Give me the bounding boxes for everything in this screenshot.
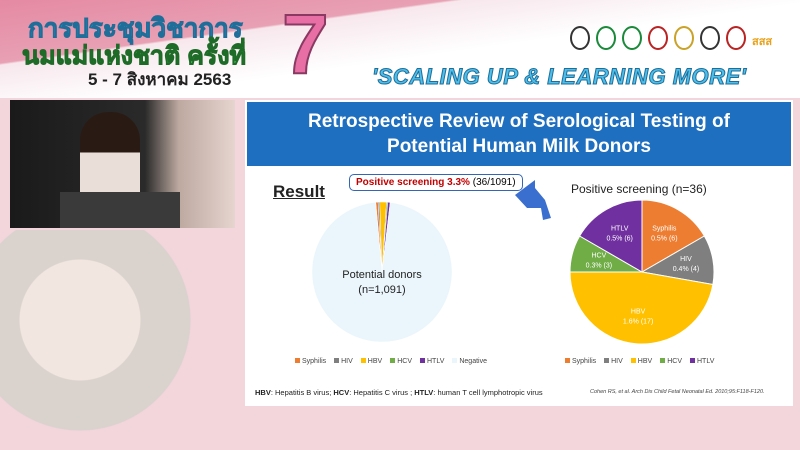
right-pie-title: Positive screening (n=36) — [571, 182, 707, 196]
abbr-def: : human T cell lymphotropic virus — [433, 388, 543, 397]
background-child-photo — [0, 230, 240, 450]
data-label: 0.5% (6) — [651, 235, 677, 242]
data-label: 1.6% (17) — [623, 318, 653, 325]
legend-item: Syphilis — [565, 358, 596, 365]
sponsor-logos: สสส — [570, 26, 772, 50]
pie-slice-negative — [311, 202, 453, 343]
slide-title: Retrospective Review of Serological Test… — [247, 102, 791, 166]
banner-dates: 5 - 7 สิงหาคม 2563 — [88, 70, 232, 89]
right-pie-legend: Syphilis HIV HBV HCV HTLV — [565, 358, 714, 365]
abbr-def: : Hepatitis B virus; — [270, 388, 334, 397]
legend-item: HBV — [360, 358, 382, 365]
data-label: HIV — [680, 256, 692, 263]
data-label: 0.4% (4) — [673, 266, 699, 273]
callout-bold: Positive screening 3.3% — [356, 177, 470, 188]
banner-edition-number: 7 — [281, 0, 330, 91]
callout-count: (36/1091) — [472, 177, 516, 188]
pie-charts: Syphilis 0.5% (6) HIV 0.4% (4) HBV 1.6% (17) H… — [311, 180, 715, 345]
data-label: 0.5% (6) — [606, 235, 632, 242]
presentation-slide: Retrospective Review of Serological Test… — [245, 100, 793, 406]
pie-slice-syphilis — [641, 199, 706, 273]
abbr-def: : Hepatitis C virus ; — [349, 388, 415, 397]
sponsor-logo — [700, 26, 720, 50]
sponsor-logo — [648, 26, 668, 50]
abbreviation-footnote: HBV: Hepatitis B virus; HCV: Hepatitis C… — [255, 388, 543, 397]
sponsor-logo — [674, 26, 694, 50]
legend-item: HCV — [390, 358, 412, 365]
banner-slogan: 'SCALING UP & LEARNING MORE' — [371, 64, 747, 90]
abbr: HTLV — [414, 388, 434, 397]
slide-title-line-1: Retrospective Review of Serological Test… — [308, 111, 730, 132]
sponsor-logo — [596, 26, 616, 50]
left-pie-legend: Syphilis HIV HBV HCV HTLV Negative — [295, 358, 487, 365]
citation: Cohen RS, et al. Arch Dis Child Fetal Ne… — [590, 389, 765, 395]
data-label: Syphilis — [652, 225, 677, 232]
abbr: HBV — [255, 388, 271, 397]
result-heading: Result — [273, 182, 325, 201]
legend-item: HBV — [630, 358, 652, 365]
legend-item: Negative — [452, 358, 487, 365]
banner-thai-title-1: การประชุมวิชาการ — [28, 13, 244, 44]
data-label: HTLV — [611, 225, 629, 232]
banner-thai-title-2: นมแม่แห่งชาติ ครั้งที่ — [22, 42, 247, 71]
sponsor-logo — [570, 26, 590, 50]
left-pie-label: Potential donors — [342, 269, 422, 281]
legend-item: HTLV — [419, 358, 444, 365]
sponsor-logo-sss: สสส — [752, 36, 773, 48]
sponsor-logo — [726, 26, 746, 50]
pie-slice-hbv — [569, 271, 714, 345]
slide-title-line-2: Potential Human Milk Donors — [387, 136, 651, 157]
speaker-video — [10, 100, 235, 228]
legend-item: HTLV — [689, 358, 714, 365]
arrow-icon — [515, 180, 551, 220]
legend-item: HCV — [660, 358, 682, 365]
data-label: 0.3% (3) — [586, 262, 612, 269]
data-label: HBV — [631, 308, 646, 315]
conference-banner: การประชุมวิชาการ นมแม่แห่งชาติ ครั้งที่ … — [0, 0, 800, 98]
data-label: HCV — [591, 252, 606, 259]
legend-item: Syphilis — [295, 358, 326, 365]
abbr: HCV — [333, 388, 350, 397]
legend-item: HIV — [334, 358, 353, 365]
pie-slice-htlv — [578, 199, 643, 273]
positive-screening-callout: Positive screening 3.3% (36/1091) — [349, 174, 523, 191]
sponsor-logo — [622, 26, 642, 50]
podium — [60, 192, 180, 228]
left-pie-count: (n=1,091) — [358, 284, 405, 296]
legend-item: HIV — [604, 358, 623, 365]
